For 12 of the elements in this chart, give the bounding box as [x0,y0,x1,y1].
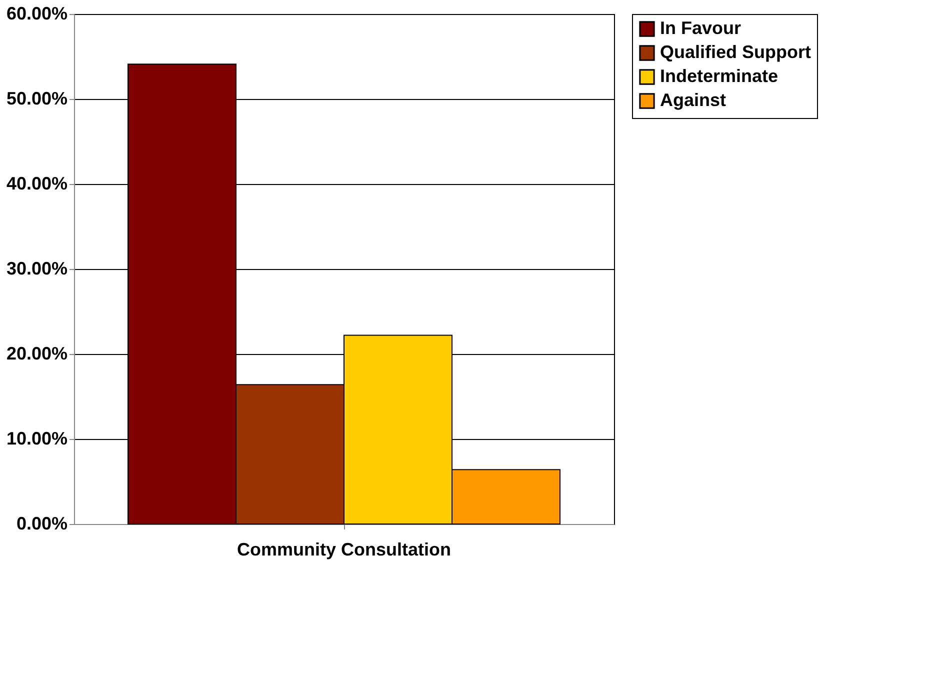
y-tick-label: 0.00% [16,514,68,534]
y-tick-label: 20.00% [6,344,68,364]
y-tick-label: 10.00% [6,428,68,448]
y-tick-label: 30.00% [6,258,68,278]
y-tick-label: 60.00% [6,4,68,24]
legend-label: Qualified Support [660,42,811,62]
legend-label: Indeterminate [660,66,778,86]
y-tick-label: 40.00% [6,174,68,194]
x-tick-label: Community Consultation [237,540,451,560]
legend-label: Against [660,90,726,110]
legend-label: In Favour [660,18,742,38]
y-tick-label: 50.00% [6,88,68,108]
